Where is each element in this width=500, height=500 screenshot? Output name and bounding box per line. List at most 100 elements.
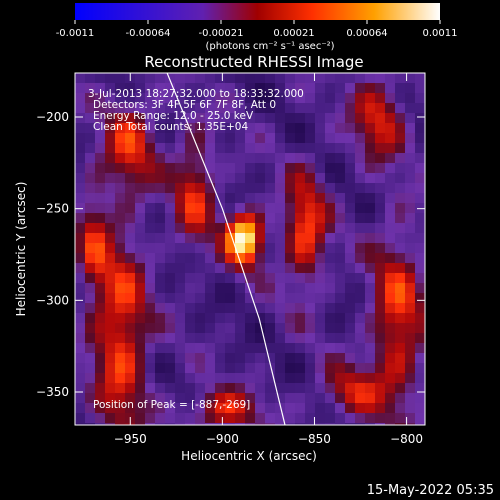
heatmap-cell [365,303,376,314]
heatmap-cell [335,303,346,314]
heatmap-cell [155,153,166,164]
heatmap-cell [395,403,406,414]
heatmap-cell [385,343,396,354]
heatmap-cell [75,403,86,414]
heatmap-cell [205,163,216,174]
heatmap-cell [345,173,356,184]
heatmap-cell [415,173,425,184]
heatmap-cell [215,183,226,194]
heatmap-cell [165,233,176,244]
heatmap-cell [85,293,96,304]
heatmap-cell [145,323,156,334]
heatmap-cell [235,163,246,174]
heatmap-cell [155,303,166,314]
heatmap-cell [75,103,86,114]
heatmap-cell [155,393,166,404]
heatmap-cell [305,153,316,164]
heatmap-cell [205,323,216,334]
heatmap-cell [305,233,316,244]
heatmap-cell [315,313,326,324]
heatmap-cell [75,143,86,154]
heatmap-cell [345,333,356,344]
heatmap-cell [295,413,306,424]
heatmap-cell [345,253,356,264]
heatmap-cell [335,413,346,424]
heatmap-cell [255,243,266,254]
heatmap-cell [215,233,226,244]
heatmap-cell [365,403,376,414]
heatmap-cell [415,283,425,294]
heatmap-cell [105,213,116,224]
heatmap-cell [385,293,396,304]
heatmap-cell [105,113,116,124]
heatmap-cell [375,243,386,254]
heatmap-cell [145,253,156,264]
heatmap-cell [405,273,416,284]
heatmap-cell [375,223,386,234]
heatmap-cell [115,393,126,404]
heatmap-cell [235,103,246,114]
heatmap-cell [95,213,106,224]
heatmap-cell [95,303,106,314]
heatmap-cell [155,343,166,354]
heatmap-cell [85,303,96,314]
heatmap-cell [355,113,366,124]
heatmap-cell [195,373,206,384]
heatmap-cell [375,193,386,204]
heatmap-cell [255,173,266,184]
heatmap-cell [135,183,146,194]
heatmap-cell [405,283,416,294]
heatmap-cell [415,323,425,334]
heatmap-cell [265,263,276,274]
heatmap-cell [255,423,266,425]
heatmap-cell [165,183,176,194]
heatmap-cell [235,373,246,384]
heatmap-cell [295,213,306,224]
heatmap-cell [215,393,226,404]
heatmap-cell [235,333,246,344]
heatmap-cell [145,383,156,394]
heatmap-cell [165,333,176,344]
heatmap-cell [295,203,306,214]
heatmap-cell [95,393,106,404]
heatmap-cell [195,93,206,104]
heatmap-cell [105,123,116,134]
heatmap-cell [205,283,216,294]
heatmap-cell [285,213,296,224]
heatmap-cell [105,233,116,244]
heatmap-cell [215,383,226,394]
heatmap-cell [195,403,206,414]
heatmap-cell [225,393,236,404]
heatmap-cell [325,423,336,425]
heatmap-cell [135,383,146,394]
heatmap-cell [205,133,216,144]
heatmap-cell [105,313,116,324]
heatmap-cell [165,93,176,104]
heatmap-cell [185,423,196,425]
heatmap-cell [175,383,186,394]
heatmap-cell [325,413,336,424]
heatmap-cell [165,263,176,274]
heatmap-cell [305,293,316,304]
heatmap-cell [135,393,146,404]
heatmap-cell [155,413,166,424]
heatmap-cell [195,333,206,344]
heatmap-cell [125,173,136,184]
heatmap-cell [75,373,86,384]
heatmap-cell [405,193,416,204]
heatmap-cell [145,113,156,124]
heatmap-cell [135,203,146,214]
heatmap-cell [215,323,226,334]
heatmap-cell [225,153,236,164]
heatmap-cell [205,373,216,384]
heatmap-cell [175,243,186,254]
heatmap-cell [285,373,296,384]
heatmap-cell [385,423,396,425]
heatmap-cell [335,203,346,214]
heatmap-cell [385,353,396,364]
colorbar-ticks: -0.0011 -0.00064 -0.00021 0.00021 0.00064 0.0… [56,20,458,39]
heatmap-cell [345,203,356,214]
heatmap-cell [95,413,106,424]
colorbar-tick-label: -0.00021 [199,28,244,39]
heatmap-cell [385,233,396,244]
